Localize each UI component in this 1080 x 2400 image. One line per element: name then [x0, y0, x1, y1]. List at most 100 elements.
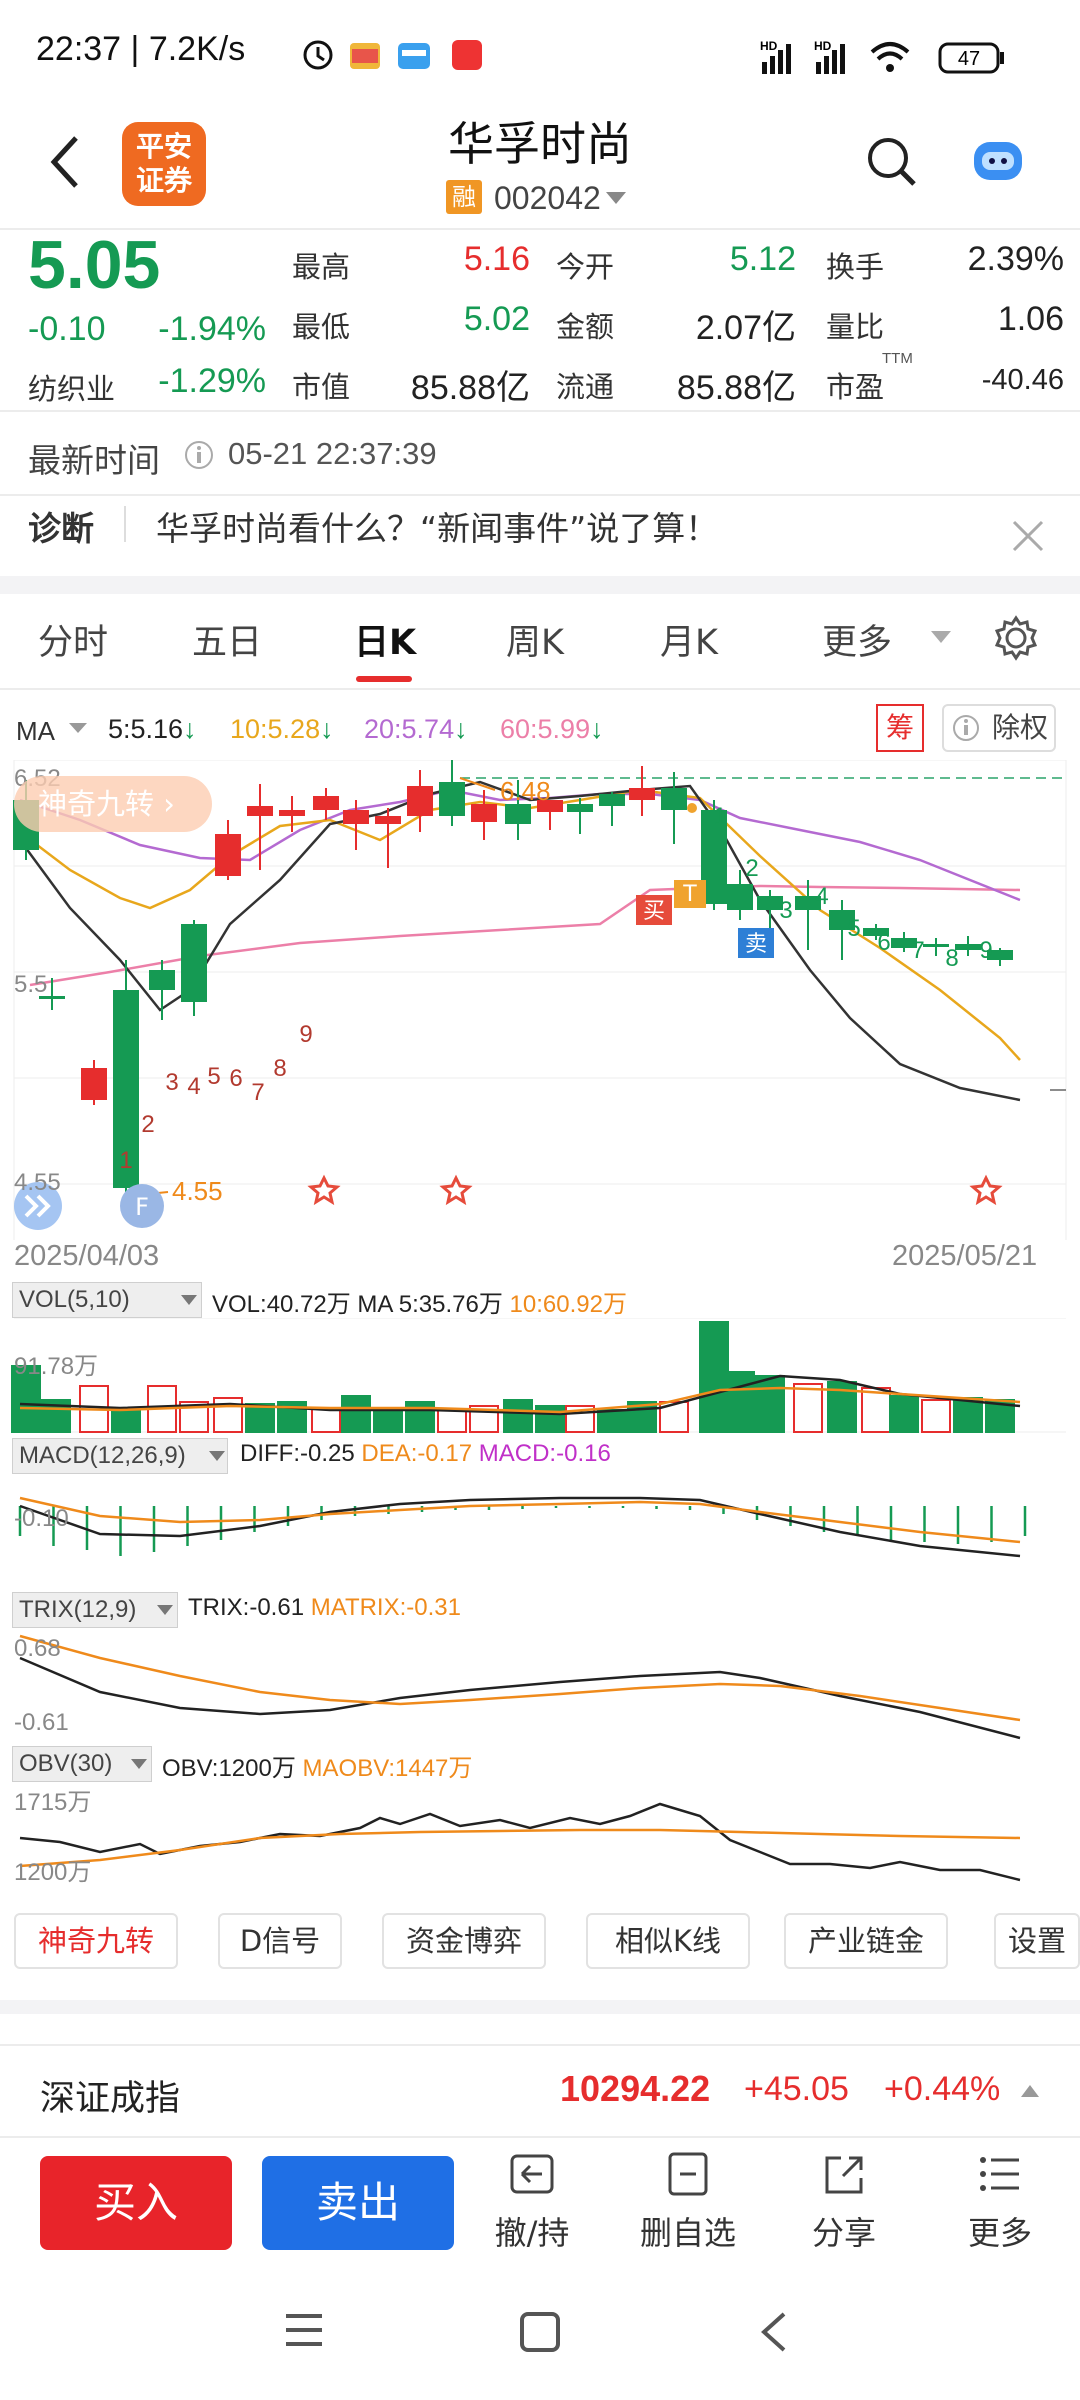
jiuzhuan-pill[interactable]: 神奇九转 ›: [14, 776, 212, 832]
sell-count-mark: 4: [815, 883, 828, 910]
candle-body: [81, 1068, 107, 1100]
code-dropdown-icon[interactable]: [604, 190, 628, 206]
buy-count-mark: 8: [273, 1055, 286, 1082]
broker-logo[interactable]: 平安 证券: [122, 122, 206, 206]
vol-indicator-select[interactable]: VOL(5,10): [12, 1282, 202, 1318]
obv-chart[interactable]: 1715万 1200万: [0, 1784, 1080, 1900]
price-change-pct: -1.94%: [158, 310, 266, 348]
macd-indicator-select[interactable]: MACD(12,26,9): [12, 1438, 228, 1474]
trix-y-low: -0.61: [14, 1709, 69, 1736]
sell-count-mark: 8: [945, 945, 958, 972]
matrix-line: [19, 1634, 1021, 1722]
fold-icon[interactable]: [14, 1182, 62, 1230]
system-home-icon[interactable]: [518, 2310, 562, 2354]
search-icon[interactable]: [864, 134, 918, 188]
diagnosis-text[interactable]: 华孚时尚看什么？“新闻事件”说了算！: [156, 509, 719, 548]
turnover-label: 换手: [826, 250, 885, 284]
candlesticks: [13, 760, 1013, 1196]
obv-dropdown-icon[interactable]: [130, 1758, 148, 1770]
adjust-info-icon: [953, 715, 979, 741]
buy-count-mark: 9: [299, 1021, 312, 1048]
event-f-icon[interactable]: F: [120, 1184, 164, 1228]
candle-body: [505, 804, 531, 824]
remove-watchlist-label: 删自选: [639, 2214, 736, 2252]
back-icon[interactable]: [44, 132, 84, 192]
candle-body: [661, 788, 687, 810]
tab-intraday[interactable]: 分时: [38, 623, 109, 663]
candle-body: [343, 810, 369, 824]
settings-gear-icon[interactable]: [992, 614, 1040, 662]
industry-name[interactable]: 纺织业: [28, 372, 116, 406]
high-price-marker: 6.48: [500, 776, 551, 806]
buy-button[interactable]: 买入: [40, 2156, 232, 2250]
trix-indicator-select[interactable]: TRIX(12,9): [12, 1592, 178, 1628]
vol-dropdown-icon[interactable]: [180, 1294, 198, 1306]
share-label: 分享: [811, 2214, 876, 2252]
chip-industry-chain[interactable]: 产业链金: [784, 1913, 948, 1969]
open-value: 5.12: [729, 240, 796, 278]
pe-label: 市盈: [826, 370, 885, 404]
volume-bar: [953, 1397, 983, 1433]
chip-fund-game[interactable]: 资金博弈: [382, 1913, 546, 1969]
tab-daily-k[interactable]: 日K: [354, 623, 417, 663]
buy-count-mark: 1: [119, 1147, 132, 1174]
vol-legend: VOL:40.72万 MA 5:35.76万 10:60.92万: [212, 1291, 627, 1318]
cancel-hold-button[interactable]: 撤/持: [472, 2152, 592, 2254]
adjust-rights-button[interactable]: 除权: [942, 704, 1056, 752]
chip-similar-k[interactable]: 相似K线: [586, 1913, 750, 1969]
obv-indicator-select[interactable]: OBV(30): [12, 1746, 152, 1782]
index-expand-icon[interactable]: [1020, 2084, 1040, 2098]
ma-dropdown-icon[interactable]: [68, 722, 88, 734]
tab-weekly-k[interactable]: 周K: [506, 623, 564, 663]
assistant-robot-icon[interactable]: [970, 136, 1026, 186]
market-cap-label: 市值: [292, 370, 351, 404]
ma-label[interactable]: MA: [16, 716, 55, 746]
macd-chart[interactable]: -0.10: [0, 1476, 1080, 1586]
sell-button[interactable]: 卖出: [262, 2156, 454, 2250]
share-button[interactable]: 分享: [784, 2152, 904, 2254]
update-label: 最新时间: [28, 441, 160, 480]
remove-watchlist-button[interactable]: 删自选: [628, 2152, 748, 2254]
app-notification-icon: [452, 40, 482, 70]
sell-count-mark: 5: [847, 915, 860, 942]
close-icon[interactable]: [1010, 518, 1046, 554]
ma10-value: 10:5.28↓: [230, 714, 334, 744]
macd-diff-line: [19, 1496, 1021, 1558]
amount-value: 2.07亿: [695, 309, 796, 347]
chip-d-signal[interactable]: D信号: [218, 1913, 342, 1969]
tab-more[interactable]: 更多: [822, 623, 893, 663]
high-marker-line: [459, 777, 496, 791]
more-dropdown-icon[interactable]: [930, 630, 952, 644]
ma10-line: [19, 788, 1021, 1061]
tab-five-day[interactable]: 五日: [192, 623, 263, 663]
stock-code[interactable]: 002042: [494, 180, 601, 216]
chip-settings[interactable]: 设置: [994, 1913, 1080, 1969]
market-cap-value: 85.88亿: [410, 369, 530, 407]
notification-icons: [303, 40, 430, 70]
trix-dropdown-icon[interactable]: [156, 1604, 174, 1616]
ma5-value: 5:5.16↓: [108, 714, 197, 744]
macd-dropdown-icon[interactable]: [208, 1450, 226, 1462]
system-menu-icon[interactable]: [282, 2310, 326, 2350]
tab-monthly-k[interactable]: 月K: [660, 623, 718, 663]
more-button[interactable]: 更多: [940, 2152, 1060, 2254]
sell-count-mark: 2: [745, 855, 758, 882]
volume-bars: [11, 1321, 1015, 1433]
volume-chart[interactable]: 91.78万: [0, 1318, 1080, 1438]
volume-bar: [245, 1403, 275, 1433]
macd-dea-line: [19, 1496, 1021, 1544]
sell-signal-label: 卖: [745, 932, 767, 957]
index-name[interactable]: 深证成指: [40, 2079, 181, 2119]
pe-ttm-sup: TTM: [882, 350, 913, 367]
kline-grid: [13, 760, 1067, 1240]
candle-body: [149, 970, 175, 990]
info-icon[interactable]: [184, 440, 214, 470]
current-price: 5.05: [28, 227, 161, 303]
obv-y-low: 1200万: [14, 1859, 91, 1886]
volume-bar: [597, 1409, 627, 1433]
system-back-icon[interactable]: [754, 2310, 794, 2354]
trix-chart[interactable]: 0.68 -0.61: [0, 1630, 1080, 1750]
chip-jiuzhuan[interactable]: 神奇九转: [14, 1913, 178, 1969]
chip-distribution-button[interactable]: 筹: [876, 704, 924, 752]
